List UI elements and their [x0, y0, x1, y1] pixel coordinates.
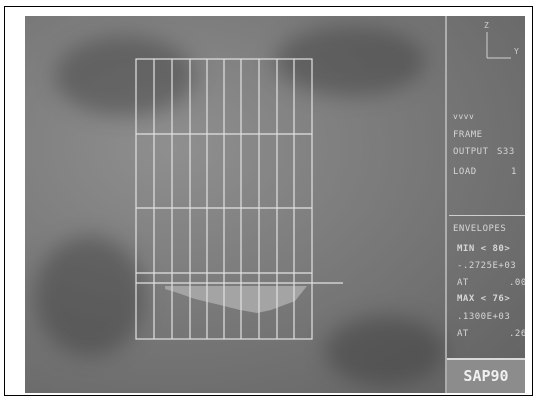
- min-value: -.2725E+03: [457, 261, 517, 271]
- panel-title: vvvv: [453, 112, 475, 121]
- structure-grid: [135, 58, 343, 340]
- stress-envelope-diagram: [165, 286, 307, 313]
- min-at-value: .00: [509, 278, 525, 288]
- crt-screen: Z Y vvvv FRAME OUTPUT S33 LOAD 1: [25, 16, 525, 393]
- screen-shadow: [325, 316, 445, 386]
- frame-model-view: Z Y: [135, 21, 519, 340]
- panel-separator: [449, 215, 525, 216]
- max-at-value: .26: [509, 329, 525, 339]
- z-axis-label: Z: [484, 21, 489, 30]
- output-label: OUTPUT: [453, 147, 489, 157]
- max-at-label: AT: [457, 329, 469, 339]
- envelopes-label: ENVELOPES: [453, 224, 507, 234]
- max-line: MAX < 76>: [457, 294, 511, 304]
- frame-label: FRAME: [453, 130, 483, 140]
- program-brand-label: SAP90: [447, 358, 525, 393]
- min-at-label: AT: [457, 278, 469, 288]
- load-value: 1: [511, 167, 517, 177]
- screen-shadow: [35, 236, 145, 356]
- axis-triad: [486, 32, 511, 59]
- output-value: S33: [497, 147, 515, 157]
- max-value: .1300E+03: [457, 312, 511, 322]
- screen-shadow: [275, 26, 425, 96]
- load-label: LOAD: [453, 167, 477, 177]
- min-line: MIN < 80>: [457, 244, 511, 254]
- panel-divider: [445, 16, 447, 393]
- y-axis-label: Y: [514, 47, 519, 56]
